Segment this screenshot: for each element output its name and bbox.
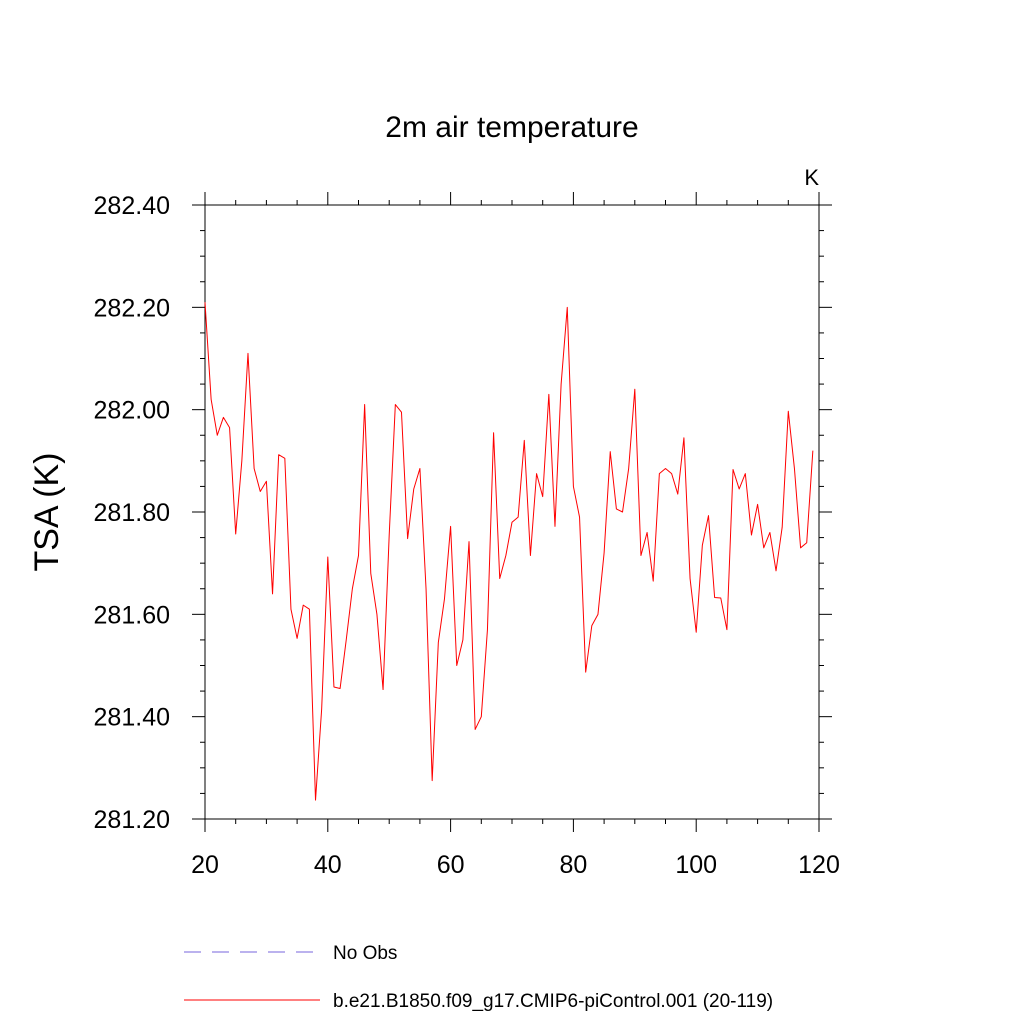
y-tick-label: 281.40 <box>94 704 170 732</box>
legend-label-no-obs: No Obs <box>333 943 397 964</box>
x-tick-label: 20 <box>191 851 219 879</box>
y-axis-tick-labels: 281.20 281.40 281.60 281.80 282.00 282.20 282.… <box>94 192 170 834</box>
y-axis-label: TSA (K) <box>28 452 66 571</box>
x-tick-label: 100 <box>675 851 717 879</box>
x-axis-ticks <box>204 192 820 832</box>
x-tick-label: 40 <box>314 851 342 879</box>
legend: No Obs b.e21.B1850.f09_g17.CMIP6-piContr… <box>184 943 773 1012</box>
legend-label-model-run: b.e21.B1850.f09_g17.CMIP6-piControl.001 … <box>333 991 773 1012</box>
x-tick-label: 60 <box>437 851 465 879</box>
chart-title: 2m air temperature <box>385 111 638 144</box>
plot-frame <box>204 204 820 820</box>
y-tick-label: 282.40 <box>94 192 170 220</box>
y-axis-ticks <box>192 204 832 820</box>
x-tick-label: 120 <box>798 851 840 879</box>
x-tick-label: 80 <box>559 851 587 879</box>
x-axis-tick-labels: 20 40 60 80 100 120 <box>191 851 840 879</box>
y-tick-label: 282.20 <box>94 294 170 322</box>
series-layer <box>204 302 814 801</box>
y-tick-label: 281.80 <box>94 499 170 527</box>
y-tick-label: 282.00 <box>94 397 170 425</box>
y-tick-label: 281.20 <box>94 806 170 834</box>
y-tick-label: 281.60 <box>94 601 170 629</box>
units-label: K <box>804 165 819 190</box>
series-line <box>204 302 814 801</box>
